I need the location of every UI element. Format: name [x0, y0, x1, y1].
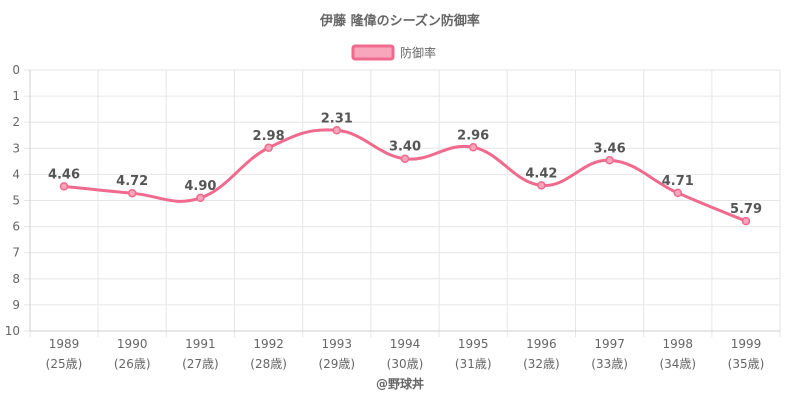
x-tick-label: 1999 [731, 337, 762, 351]
x-tick-sublabel: (35歳) [728, 357, 765, 371]
grid [24, 69, 781, 337]
y-tick-label: 6 [12, 220, 20, 234]
data-label: 5.79 [730, 202, 762, 217]
y-tick-label: 5 [12, 194, 20, 208]
x-tick-sublabel: (34歳) [659, 357, 696, 371]
x-tick-sublabel: (27歳) [182, 357, 219, 371]
x-tick-label: 1994 [390, 337, 421, 351]
x-tick-sublabel: (29歳) [318, 357, 355, 371]
data-label: 3.40 [389, 140, 421, 155]
x-tick-label: 1995 [458, 337, 489, 351]
data-point[interactable] [332, 126, 342, 135]
x-tick-sublabel: (26歳) [114, 357, 151, 371]
legend[interactable]: 防御率 [351, 44, 436, 61]
y-tick-label: 4 [12, 167, 20, 181]
data-label: 4.42 [525, 166, 557, 181]
y-tick-label: 1 [12, 89, 20, 103]
y-tick-label: 9 [12, 298, 20, 312]
data-label: 4.72 [116, 174, 148, 189]
legend-label-era: 防御率 [400, 45, 436, 60]
x-tick-label: 1998 [663, 337, 694, 351]
data-point[interactable] [196, 193, 205, 203]
y-tick-label: 10 [5, 324, 20, 338]
chart-title: 伊藤 隆偉のシーズン防御率 [319, 13, 480, 29]
data-points [59, 126, 751, 226]
y-axis-ticks: 0 1 2 3 4 5 6 7 8 9 10 [5, 63, 20, 338]
data-point[interactable] [127, 188, 137, 198]
data-label: 4.46 [48, 167, 80, 182]
x-tick-label: 1996 [526, 337, 557, 351]
data-point[interactable] [59, 182, 69, 191]
y-tick-label: 3 [12, 141, 20, 155]
x-tick-sublabel: (25歳) [46, 357, 83, 371]
data-label: 4.90 [184, 179, 216, 194]
data-label: 4.71 [662, 174, 694, 189]
data-point[interactable] [400, 154, 410, 163]
y-tick-label: 8 [12, 272, 20, 286]
data-point[interactable] [264, 143, 273, 153]
x-tick-sublabel: (32歳) [523, 357, 560, 371]
x-tick-sublabel: (33歳) [591, 357, 628, 371]
data-label: 3.46 [594, 141, 626, 156]
legend-swatch [351, 44, 395, 61]
data-point[interactable] [537, 181, 546, 190]
data-labels: 4.46 4.72 4.90 2.98 2.31 3.40 2.96 4.42 3.46 4.71… [48, 111, 762, 217]
data-point[interactable] [673, 188, 683, 198]
x-tick-label: 1990 [117, 337, 148, 351]
footer-credit: @野球丼 [376, 376, 424, 391]
x-tick-sublabel: (31歳) [455, 357, 492, 371]
x-tick-label: 1991 [185, 337, 216, 351]
data-label: 2.96 [457, 128, 489, 143]
data-point[interactable] [605, 156, 614, 165]
data-label: 2.31 [321, 111, 353, 126]
y-tick-label: 2 [12, 115, 20, 129]
x-tick-label: 1989 [49, 337, 80, 351]
y-tick-label: 7 [12, 246, 20, 260]
x-tick-label: 1997 [594, 337, 625, 351]
x-tick-sublabel: (30歳) [387, 357, 424, 371]
x-tick-sublabel: (28歳) [250, 357, 287, 371]
x-tick-label: 1993 [322, 337, 353, 351]
data-label: 2.98 [253, 129, 285, 144]
y-tick-label: 0 [12, 63, 20, 77]
x-tick-label: 1992 [253, 337, 284, 351]
data-point[interactable] [741, 216, 751, 226]
data-point[interactable] [468, 143, 478, 152]
x-axis-ticks: 1989 (25歳) 1990 (26歳) 1991 (27歳) 1992 (28歳) 1993… [46, 337, 765, 371]
